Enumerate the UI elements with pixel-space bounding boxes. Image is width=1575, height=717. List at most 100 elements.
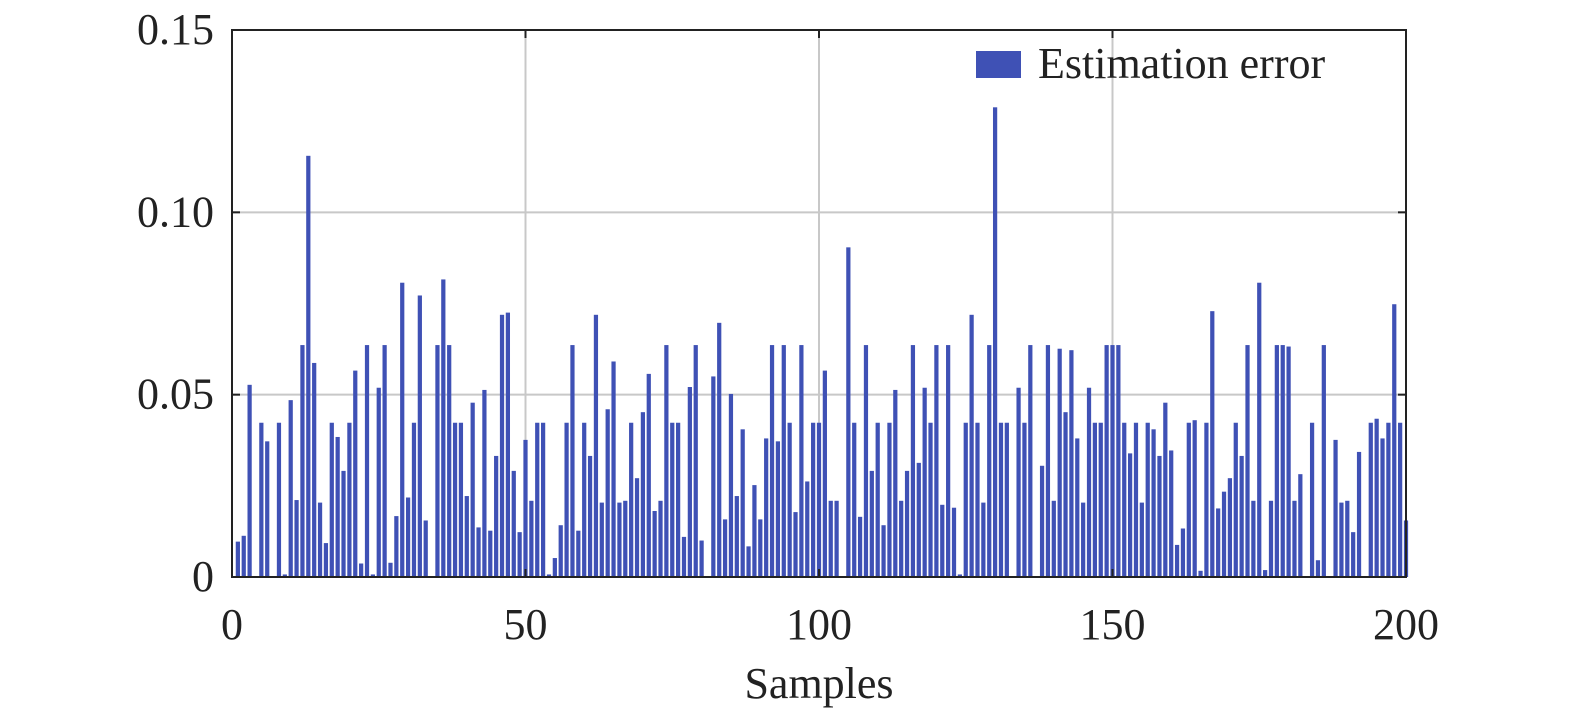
bar: [676, 422, 681, 577]
bar: [1057, 348, 1062, 577]
bar: [1004, 422, 1009, 577]
bar: [658, 500, 663, 577]
bar: [494, 455, 499, 577]
bar: [423, 520, 428, 577]
bar: [1039, 465, 1045, 577]
bar: [1221, 491, 1227, 577]
bar: [775, 441, 781, 577]
bar: [1263, 570, 1268, 577]
x-tick-label: 100: [786, 600, 852, 649]
bar: [411, 422, 417, 577]
bar: [1116, 345, 1121, 577]
bar: [1286, 346, 1291, 577]
bar: [1098, 422, 1103, 577]
bar: [511, 470, 516, 577]
bar: [1157, 455, 1162, 577]
bar: [1368, 422, 1373, 577]
bar: [846, 247, 851, 577]
bar: [652, 510, 657, 577]
bar: [987, 345, 992, 577]
bar: [1028, 345, 1033, 577]
bar: [681, 536, 687, 577]
bar: [1333, 439, 1338, 577]
bar: [664, 345, 669, 577]
bar: [364, 345, 370, 577]
bar: [359, 563, 364, 577]
bar: [294, 500, 299, 577]
bar: [1356, 451, 1362, 577]
bar: [1092, 422, 1098, 577]
x-tick-label: 150: [1080, 600, 1146, 649]
bar: [1192, 420, 1197, 577]
bar: [1186, 422, 1191, 577]
bar: [441, 279, 446, 577]
bar: [640, 412, 646, 577]
bar: [910, 345, 916, 577]
bar: [376, 387, 381, 577]
bar: [629, 422, 634, 577]
bar: [1315, 560, 1321, 577]
bar: [1380, 438, 1385, 577]
bar: [805, 481, 810, 577]
bar: [1069, 350, 1074, 577]
bar: [353, 370, 358, 577]
legend-swatch: [976, 51, 1021, 78]
bar: [863, 345, 869, 577]
bar: [1051, 500, 1056, 577]
bar: [828, 500, 833, 577]
bar: [634, 478, 640, 577]
bar: [1280, 345, 1285, 577]
bar: [1016, 387, 1021, 577]
bar: [335, 436, 340, 577]
bar: [981, 502, 986, 577]
bar: [1151, 429, 1156, 577]
bar: [769, 345, 775, 577]
bar: [928, 422, 933, 577]
bar: [417, 295, 422, 577]
bar: [852, 422, 857, 577]
bar: [693, 345, 698, 577]
x-tick-label: 0: [221, 600, 243, 649]
bar: [646, 373, 651, 577]
bar: [235, 541, 240, 577]
bar: [312, 362, 317, 577]
bar: [1268, 500, 1274, 577]
bar: [834, 500, 839, 577]
bar: [405, 497, 411, 577]
bar: [499, 314, 505, 577]
x-axis-label: Samples: [744, 659, 893, 708]
bar: [816, 422, 822, 577]
bar: [1180, 528, 1186, 577]
bar: [540, 422, 546, 577]
bar: [1298, 474, 1303, 577]
bar: [811, 422, 816, 577]
bar: [382, 345, 387, 577]
bar: [1045, 345, 1051, 577]
bar: [259, 422, 264, 577]
y-tick-label: 0.05: [137, 370, 214, 419]
bar: [1292, 500, 1297, 577]
bar: [1245, 345, 1250, 577]
bar: [717, 322, 722, 577]
bar: [946, 345, 951, 577]
bar: [394, 516, 399, 577]
bar: [476, 527, 481, 577]
bar: [1063, 412, 1068, 577]
bar: [1398, 422, 1403, 577]
bar: [746, 546, 751, 577]
x-tick-label: 50: [504, 600, 548, 649]
bar: [951, 507, 957, 577]
bar: [593, 314, 599, 577]
x-axis-ticks: 0 50 100 150 200: [221, 600, 1439, 649]
bar: [464, 496, 469, 577]
bar: [623, 500, 628, 577]
bar: [793, 512, 798, 577]
bar: [975, 422, 980, 577]
bar: [535, 422, 540, 577]
bar: [400, 282, 405, 577]
bar: [288, 400, 293, 577]
bar: [1145, 422, 1150, 577]
bar: [347, 422, 352, 577]
bar: [1216, 508, 1221, 577]
bar: [447, 345, 452, 577]
